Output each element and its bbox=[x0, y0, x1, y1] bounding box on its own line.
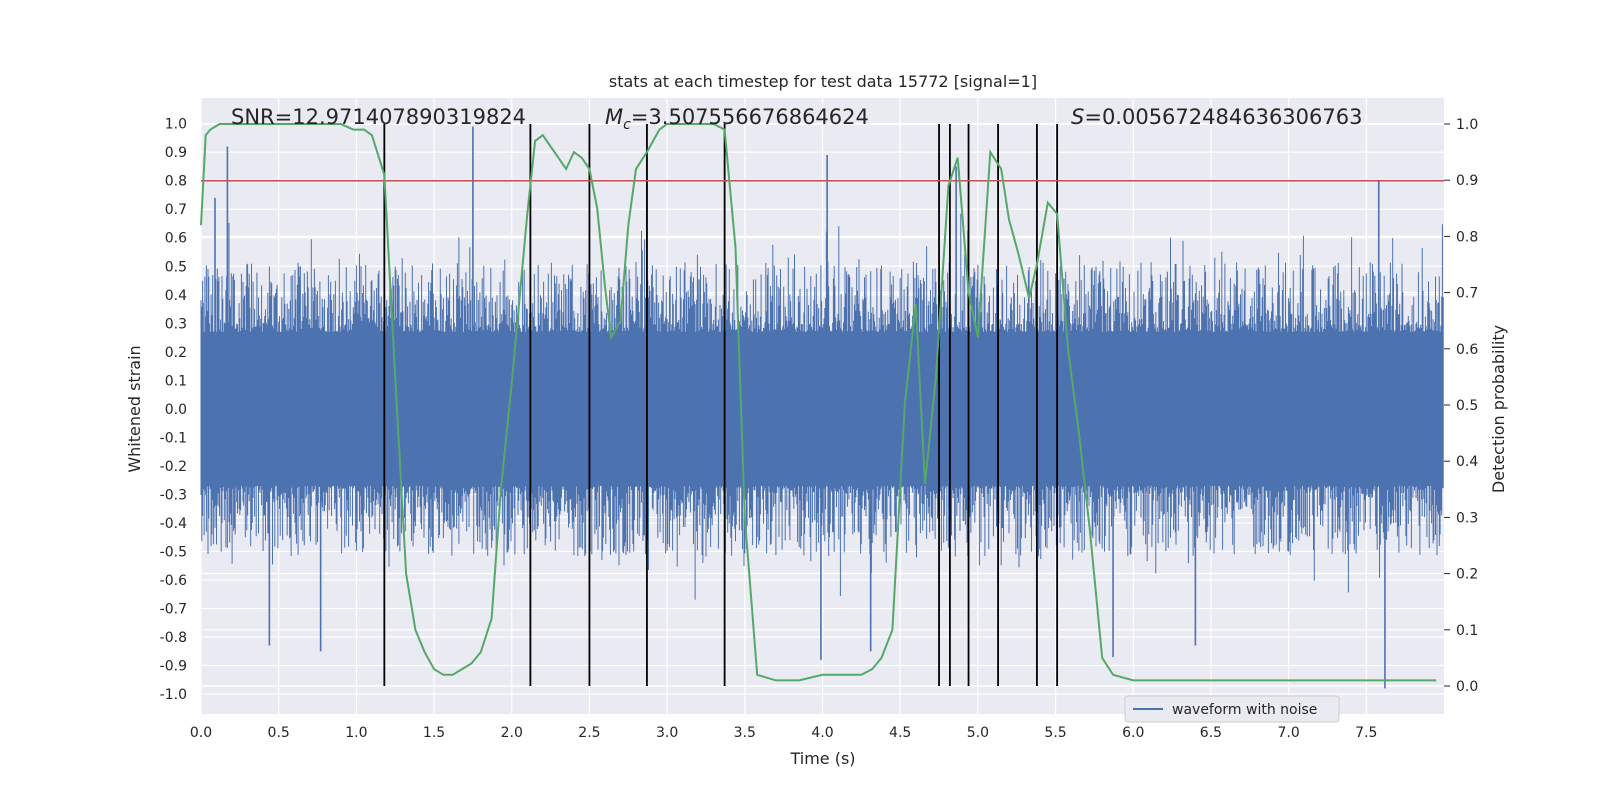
left-y-tick-label: 0.5 bbox=[165, 259, 187, 275]
left-y-tick-label: 0.9 bbox=[165, 145, 187, 161]
left-y-tick-label: 0.8 bbox=[165, 174, 187, 190]
s-annotation: S=0.005672484636306763 bbox=[1071, 105, 1362, 129]
x-tick-label: 4.5 bbox=[889, 725, 911, 741]
x-axis-ticks: 0.0 0.5 1.0 1.5 2.0 2.5 3.0 3.5 4.0 4.5 5.0 5.5 6.0 6… bbox=[190, 725, 1378, 741]
probability-series-group bbox=[200, 123, 1437, 682]
legend: waveform with noise bbox=[1124, 695, 1340, 723]
left-y-tick-label: 0.4 bbox=[165, 288, 187, 304]
left-y-tick-label: 0.2 bbox=[165, 345, 187, 361]
chirp-mass-value: =3.507556676864624 bbox=[631, 105, 869, 129]
left-y-tick-label: -0.2 bbox=[160, 459, 187, 475]
vertical-marker-lines bbox=[383, 124, 1059, 686]
x-tick-label: 7.0 bbox=[1277, 725, 1299, 741]
right-y-axis-ticks: 1.0 0.9 0.8 0.7 0.6 0.5 0.4 0.3 0.2 0.1 0.0 bbox=[1444, 117, 1478, 695]
left-y-axis-ticks: 1.0 0.9 0.8 0.7 0.6 0.5 0.4 0.3 0.2 0.1 0.0 -0.1 -0.… bbox=[160, 117, 187, 703]
left-y-tick-label: -1.0 bbox=[160, 687, 187, 703]
x-tick-label: 5.0 bbox=[967, 725, 989, 741]
left-y-tick-label: 1.0 bbox=[165, 117, 187, 133]
left-y-tick-label: -0.5 bbox=[160, 544, 187, 560]
x-tick-label: 3.5 bbox=[734, 725, 756, 741]
right-y-axis-label: Detection probability bbox=[1489, 325, 1508, 493]
left-y-tick-label: -0.1 bbox=[160, 430, 187, 446]
left-y-tick-label: -0.4 bbox=[160, 516, 187, 532]
left-y-axis-label: Whitened strain bbox=[125, 345, 144, 472]
left-y-tick-label: -0.6 bbox=[160, 573, 187, 589]
left-y-tick-label: -0.7 bbox=[160, 601, 187, 617]
x-tick-label: 1.0 bbox=[345, 725, 367, 741]
right-y-tick-label: 0.7 bbox=[1456, 286, 1478, 302]
x-tick-label: 0.5 bbox=[268, 725, 290, 741]
x-tick-label: 7.5 bbox=[1355, 725, 1377, 741]
right-y-tick-label: 0.4 bbox=[1456, 454, 1478, 470]
right-y-tick-label: 0.5 bbox=[1456, 398, 1478, 414]
left-y-tick-label: 0.3 bbox=[165, 316, 187, 332]
chirp-mass-subscript: c bbox=[623, 117, 631, 133]
x-tick-label: 4.0 bbox=[811, 725, 833, 741]
right-y-tick-label: 0.1 bbox=[1456, 623, 1478, 639]
left-y-tick-label: -0.3 bbox=[160, 487, 187, 503]
chart-title: stats at each timestep for test data 157… bbox=[609, 72, 1037, 91]
x-tick-label: 0.0 bbox=[190, 725, 212, 741]
x-axis-label: Time (s) bbox=[789, 749, 855, 768]
x-tick-label: 5.5 bbox=[1044, 725, 1066, 741]
right-y-tick-label: 0.6 bbox=[1456, 342, 1478, 358]
x-tick-label: 2.0 bbox=[501, 725, 523, 741]
s-symbol: S bbox=[1071, 105, 1084, 129]
x-tick-label: 2.5 bbox=[578, 725, 600, 741]
x-tick-label: 1.5 bbox=[423, 725, 445, 741]
legend-label-waveform: waveform with noise bbox=[1172, 702, 1317, 718]
left-y-tick-label: -0.9 bbox=[160, 659, 187, 675]
x-tick-label: 6.5 bbox=[1200, 725, 1222, 741]
waveform-noise-path bbox=[200, 213, 1444, 600]
x-tick-label: 3.0 bbox=[656, 725, 678, 741]
right-y-tick-label: 1.0 bbox=[1456, 117, 1478, 133]
left-y-tick-label: -0.8 bbox=[160, 630, 187, 646]
left-y-tick-label: 0.7 bbox=[165, 202, 187, 218]
s-value: =0.005672484636306763 bbox=[1084, 105, 1362, 129]
waveform-series bbox=[200, 126, 1444, 689]
right-y-tick-label: 0.3 bbox=[1456, 510, 1478, 526]
right-y-tick-label: 0.0 bbox=[1456, 679, 1478, 695]
snr-annotation: SNR=12.971407890319824 bbox=[231, 105, 526, 129]
right-y-tick-label: 0.8 bbox=[1456, 229, 1478, 245]
chirp-mass-annotation: Mc=3.507556676864624 bbox=[605, 105, 869, 133]
x-tick-label: 6.0 bbox=[1122, 725, 1144, 741]
left-y-tick-label: 0.6 bbox=[165, 231, 187, 247]
left-y-tick-label: 0.0 bbox=[165, 402, 187, 418]
detection-probability-line bbox=[200, 123, 1437, 682]
legend-box bbox=[1124, 695, 1340, 723]
right-y-tick-label: 0.9 bbox=[1456, 173, 1478, 189]
chirp-mass-symbol: M bbox=[605, 105, 623, 129]
left-y-tick-label: 0.1 bbox=[165, 373, 187, 389]
right-y-tick-label: 0.2 bbox=[1456, 567, 1478, 583]
